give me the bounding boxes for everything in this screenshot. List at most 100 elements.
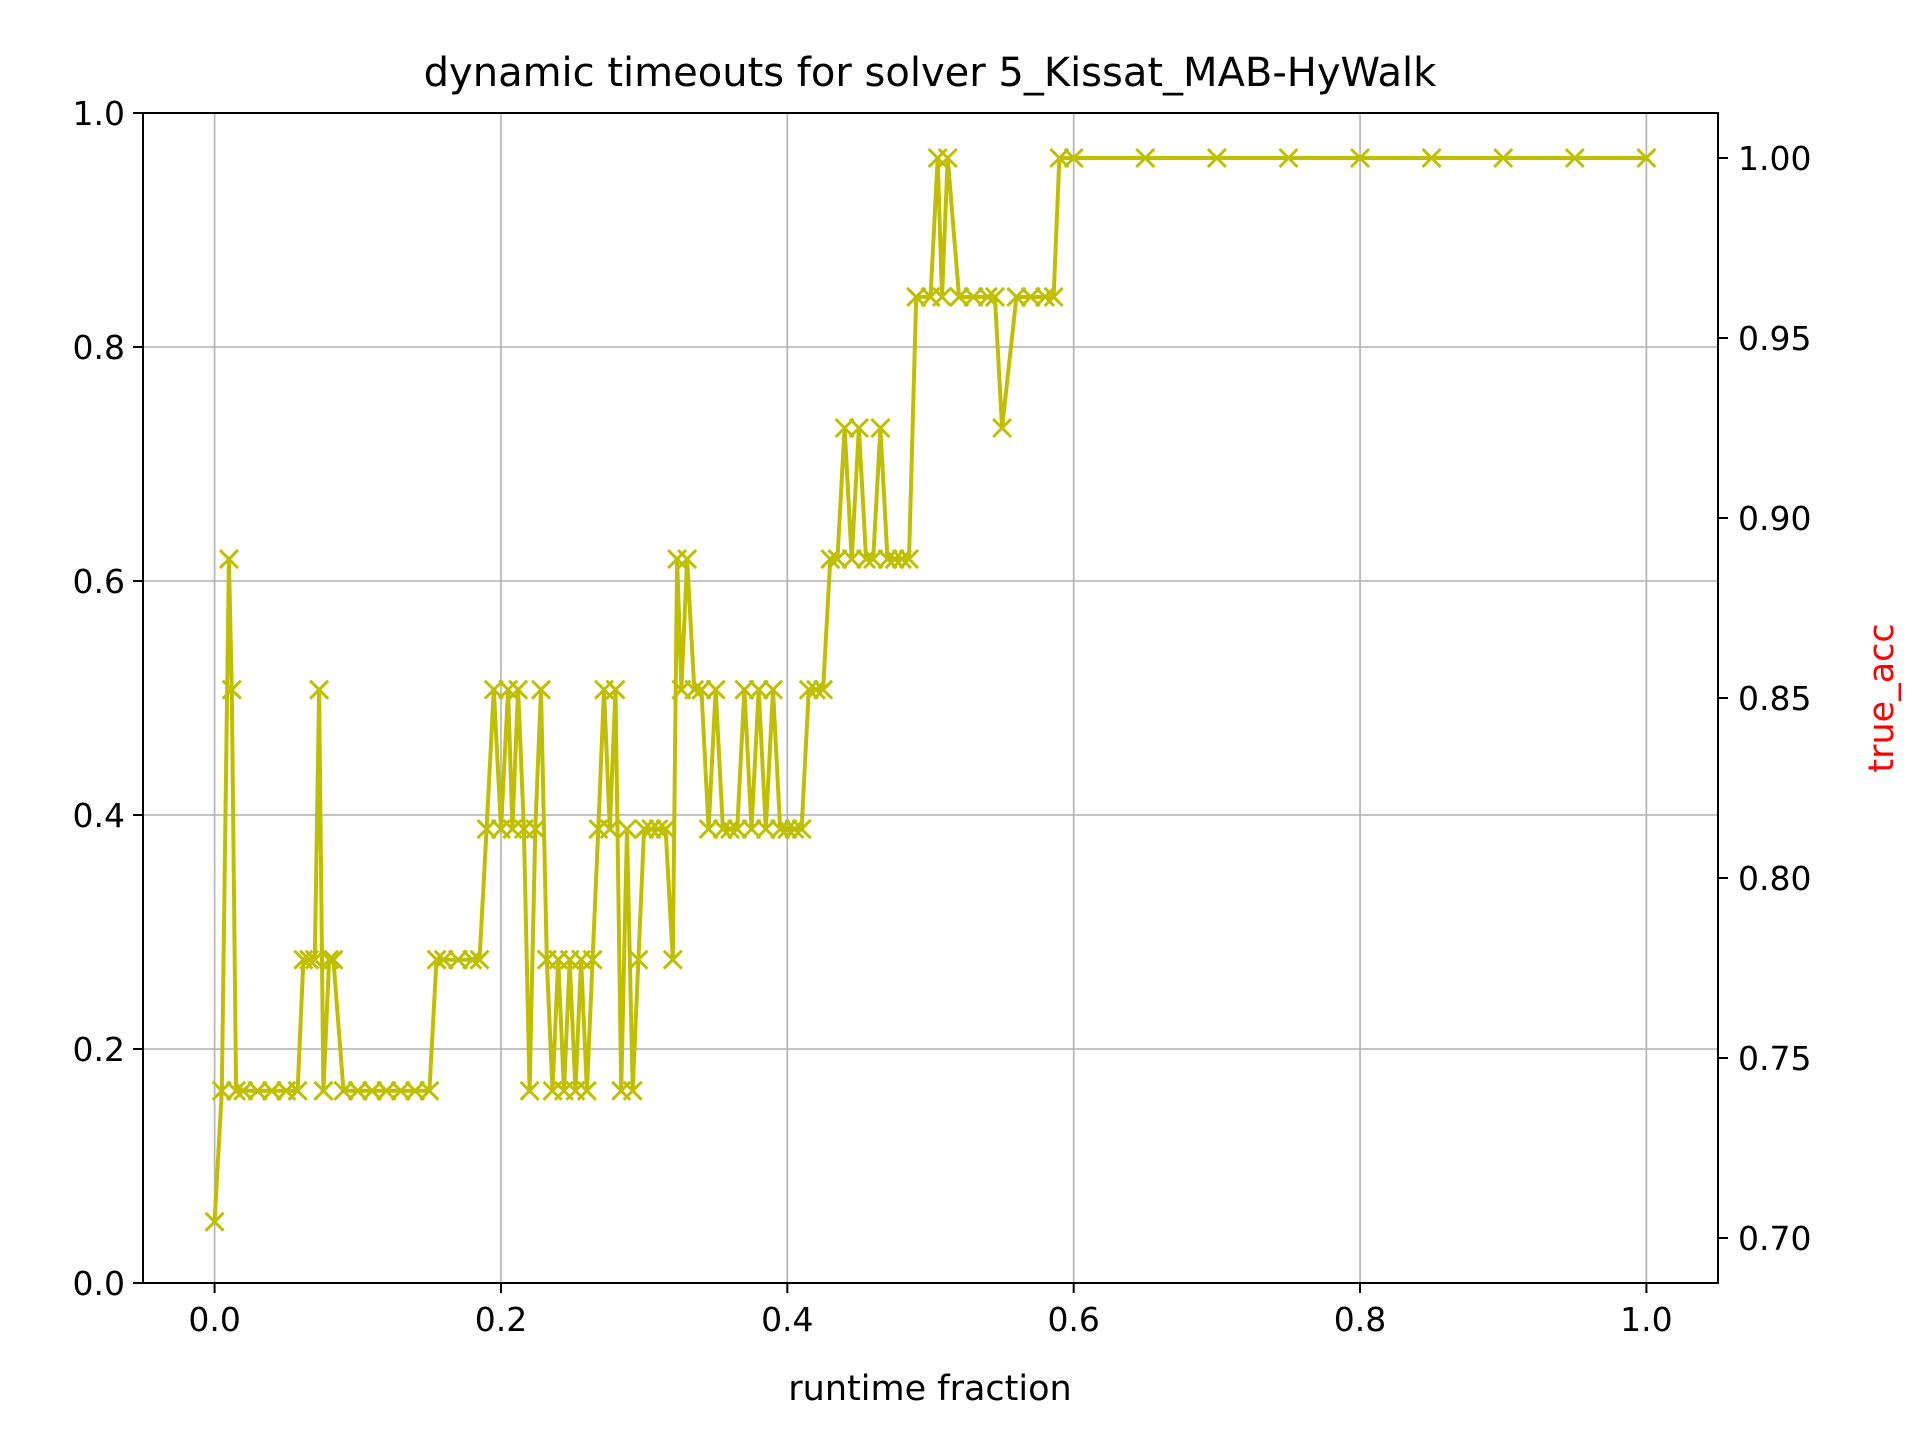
data-point [347,1080,368,1101]
data-point [906,286,927,308]
data-point [662,949,683,970]
data-point [848,417,869,439]
data-point [784,818,805,840]
data-point [655,818,676,840]
data-point [641,818,662,840]
data-point [770,818,791,840]
data-point [1278,147,1299,169]
data-point [1034,286,1056,308]
y-tick-label: 0.0 [73,1264,125,1303]
data-point [677,548,698,570]
data-point [827,548,848,570]
data-point [226,1080,247,1101]
data-point [1135,147,1156,169]
data-point [705,679,726,700]
data-point [508,679,529,700]
data-point [247,1080,268,1101]
data-point [426,949,447,970]
data-point [1349,147,1371,169]
data-point [221,679,242,700]
data-point [1421,147,1442,169]
data-point [447,949,469,970]
data-point [992,417,1013,439]
y-tick-label: 0.6 [73,562,125,601]
data-point [863,548,884,570]
data-point [211,1080,232,1101]
data-point [741,818,762,840]
x-tick-label: 0.0 [188,1300,240,1339]
data-point [813,679,834,700]
data-point [576,1080,597,1101]
data-point [462,949,483,970]
y-tick-label: 0.2 [73,1030,125,1069]
data-point [755,818,776,840]
data-point [712,818,733,840]
data-point [530,679,552,700]
data-point [891,548,912,570]
chart-title: dynamic timeouts for solver 5_Kissat_MAB… [424,50,1438,96]
data-point [622,1080,643,1101]
y-axis-right-title: true_acc [1862,623,1902,772]
data-point [287,1080,308,1101]
y-tick-label: 1.0 [73,94,125,133]
data-point [483,679,504,700]
data-point [525,818,546,840]
data-point [834,417,855,439]
data-point [469,949,490,970]
series-line-0 [212,156,1647,1222]
data-point [841,548,862,570]
y-tick-label: 0.4 [73,796,125,835]
y-axis-left: 0.0 0.2 0.4 0.6 0.8 1.0 [73,94,143,1303]
x-tick-label: 0.6 [1047,1300,1099,1339]
data-point [204,1211,225,1232]
data-point [931,286,953,308]
data-point [648,818,669,840]
data-point [218,548,239,570]
data-point [628,949,649,970]
y-right-tick-label: 1.00 [1738,139,1811,178]
y-axis-right: 0.70 0.75 0.80 0.85 0.90 0.95 1.00 [1718,139,1811,1258]
data-point [691,679,712,700]
data-point [1636,147,1657,169]
data-point [376,1080,397,1101]
data-point [898,548,920,570]
data-point [698,818,719,840]
data-point [390,1080,411,1101]
x-axis-title: runtime fraction [788,1369,1071,1409]
data-point [233,1080,254,1101]
x-axis: 0.0 0.2 0.4 0.6 0.8 1.0 [188,1283,1673,1339]
data-point [404,1080,426,1101]
data-point [798,679,819,700]
data-point [856,548,877,570]
y-tick-label: 0.8 [73,328,125,367]
data-point [362,1080,383,1101]
data-point [762,679,784,700]
y-right-tick-label: 0.95 [1738,319,1811,358]
data-point [304,949,325,970]
data-point [937,147,958,169]
data-point [727,818,748,840]
x-tick-label: 0.2 [475,1300,527,1339]
data-point [1493,147,1514,169]
data-point [805,679,827,700]
data-point [820,548,841,570]
data-point [309,679,330,700]
data-point [616,818,638,840]
data-point [949,286,970,308]
data-point [476,818,497,840]
data-point [605,679,626,700]
data-point [319,949,340,970]
data-point [877,548,898,570]
x-tick-label: 0.4 [761,1300,813,1339]
y-right-tick-label: 0.75 [1738,1039,1811,1078]
data-point [519,1080,540,1101]
series-layer [204,147,1657,1232]
x-tick-label: 1.0 [1620,1300,1672,1339]
data-point [313,1080,334,1101]
data-point [719,818,741,840]
data-point [1063,147,1084,169]
data-point [582,949,603,970]
data-point [1564,147,1585,169]
data-point [870,417,891,439]
